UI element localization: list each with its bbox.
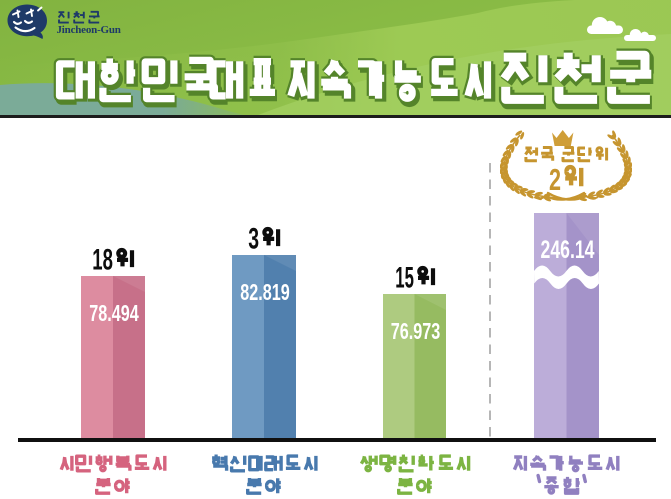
svg-text:18: 18: [92, 246, 113, 272]
svg-text:3: 3: [248, 225, 259, 251]
svg-text:76.973: 76.973: [391, 320, 441, 344]
svg-text:246.14: 246.14: [541, 239, 595, 264]
svg-text:Jincheon-Gun: Jincheon-Gun: [57, 24, 121, 36]
svg-text:15: 15: [395, 264, 414, 290]
svg-text:82.819: 82.819: [240, 281, 290, 305]
svg-text:78.494: 78.494: [89, 302, 139, 326]
svg-text:2: 2: [549, 162, 561, 197]
